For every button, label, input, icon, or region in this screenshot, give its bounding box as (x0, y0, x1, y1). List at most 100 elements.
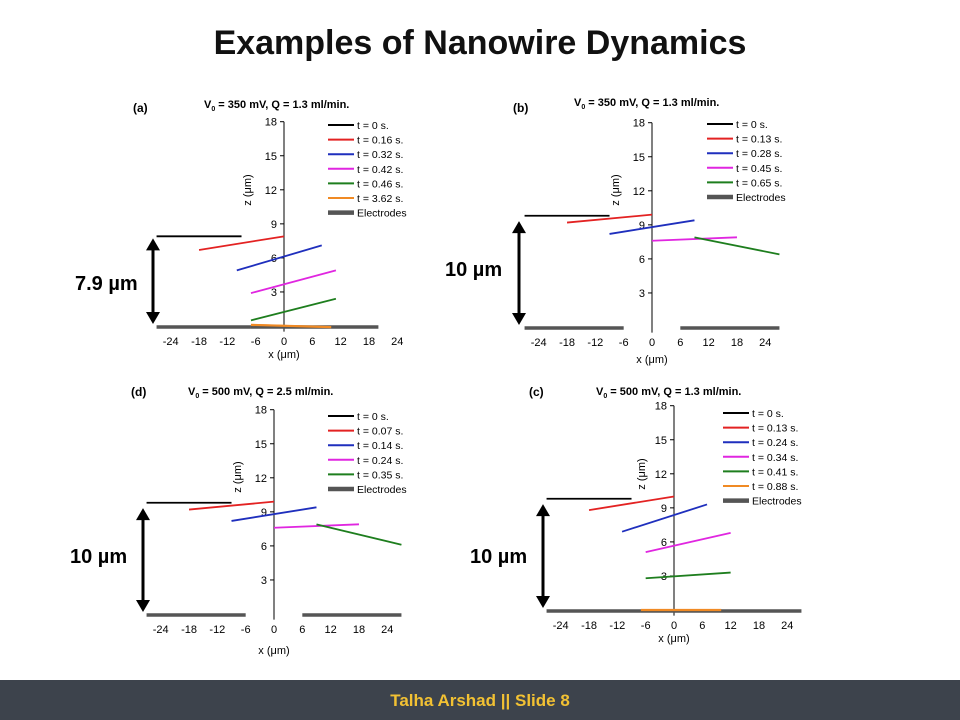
legend-label: t = 0.07 s. (357, 426, 403, 438)
x-tick-label: 0 (649, 337, 655, 349)
x-tick-label: 18 (753, 620, 765, 632)
series-line (609, 219, 695, 235)
legend-label: t = 0.46 s. (357, 178, 403, 190)
y-tick-label: 12 (655, 469, 667, 481)
distance-arrow-head-bottom (512, 313, 526, 325)
footer-text: Talha Arshad || Slide 8 (390, 691, 570, 710)
y-tick-label: 3 (271, 287, 277, 299)
series-line (250, 269, 337, 294)
y-tick-label: 6 (661, 537, 667, 549)
series-line-top (250, 323, 332, 329)
x-axis-label: x (μm) (636, 354, 667, 366)
y-axis-label: z (μm) (242, 174, 254, 205)
y-tick-label: 18 (265, 117, 277, 129)
chart-panel-d: (d) V0 = 500 mV, Q = 2.5 ml/min.369121518… (70, 385, 407, 657)
x-tick-label: -6 (251, 336, 261, 348)
slide-title: Examples of Nanowire Dynamics (213, 24, 747, 62)
title-rest: = 350 mV, Q = 1.3 ml/min. (215, 99, 349, 111)
legend-label: t = 0.24 s. (752, 437, 798, 449)
series-line (588, 495, 675, 512)
y-tick-label: 18 (255, 405, 267, 417)
footer-bar: Talha Arshad || Slide 8 (0, 680, 960, 720)
distance-arrow-head-top (136, 508, 150, 521)
distance-arrow-head-top (146, 238, 160, 251)
x-tick-label: 6 (677, 337, 683, 349)
legend-label: t = 0.28 s. (736, 148, 782, 160)
title-subscript: 0 (603, 393, 607, 400)
x-tick-label: -12 (219, 336, 235, 348)
x-tick-label: 6 (309, 336, 315, 348)
series-line (198, 235, 285, 251)
x-tick-label: -6 (641, 620, 651, 632)
y-axis-label: z (μm) (610, 174, 622, 205)
chart-panel-c: (c)V0 = 500 mV, Q = 1.3 ml/min.369121518… (470, 385, 802, 645)
series-line (231, 506, 317, 522)
distance-arrow-head-bottom (136, 600, 150, 612)
distance-arrow-head-bottom (146, 312, 160, 324)
x-tick-label: -24 (163, 336, 179, 348)
distance-label: 10 µm (445, 259, 502, 281)
panel-label: (c) (529, 385, 544, 399)
x-tick-label: 12 (325, 624, 337, 636)
series-line (645, 571, 731, 580)
legend-label: t = 0 s. (736, 119, 768, 131)
series-line (694, 236, 780, 256)
panel-label: (d) (131, 385, 146, 399)
distance-arrow-head-bottom (536, 596, 550, 608)
x-tick-label: 12 (703, 337, 715, 349)
legend-label: Electrodes (357, 484, 407, 496)
legend-label: t = 0 s. (357, 120, 389, 132)
x-axis-label: x (μm) (258, 645, 289, 657)
x-tick-label: 18 (353, 624, 365, 636)
panel-label: (a) (133, 101, 148, 115)
legend-label: t = 0.42 s. (357, 164, 403, 176)
x-tick-label: 24 (781, 620, 793, 632)
series-line (316, 523, 402, 546)
x-axis-label: x (μm) (268, 349, 299, 361)
x-tick-label: -6 (241, 624, 251, 636)
legend-label: Electrodes (736, 192, 786, 204)
x-tick-label: 0 (281, 336, 287, 348)
legend-label: t = 0.88 s. (752, 481, 798, 493)
y-tick-label: 9 (639, 220, 645, 232)
y-tick-label: 15 (265, 151, 277, 163)
legend-label: t = 0.13 s. (736, 134, 782, 146)
chart-title: V0 = 350 mV, Q = 1.3 ml/min. (574, 97, 719, 111)
legend-label: t = 0.41 s. (752, 466, 798, 478)
x-tick-label: 24 (759, 337, 771, 349)
legend-label: t = 0 s. (357, 411, 389, 423)
y-tick-label: 12 (633, 186, 645, 198)
x-tick-label: 18 (363, 336, 375, 348)
x-tick-label: -6 (619, 337, 629, 349)
distance-label: 10 µm (70, 546, 127, 568)
x-tick-label: -18 (581, 620, 597, 632)
title-v: V (596, 386, 604, 398)
x-tick-label: 12 (725, 620, 737, 632)
chart-title: V0 = 500 mV, Q = 1.3 ml/min. (596, 386, 741, 400)
x-tick-label: -18 (191, 336, 207, 348)
x-tick-label: -12 (587, 337, 603, 349)
x-axis-label: x (μm) (658, 633, 689, 645)
series-line (621, 503, 708, 533)
title-rest: = 350 mV, Q = 1.3 ml/min. (585, 97, 719, 109)
legend-label: t = 0.16 s. (357, 135, 403, 147)
legend-label: t = 0.13 s. (752, 423, 798, 435)
series-line (651, 236, 737, 242)
distance-arrow-head-top (512, 221, 526, 234)
x-tick-label: -24 (531, 337, 547, 349)
chart-panel-b: (b) V0 = 350 mV, Q = 1.3 ml/min.369121518… (445, 97, 786, 366)
x-tick-label: 12 (335, 336, 347, 348)
legend-label: t = 0.24 s. (357, 455, 403, 467)
y-tick-label: 18 (633, 118, 645, 130)
legend-label: Electrodes (357, 208, 407, 220)
title-v: V (574, 97, 582, 109)
chart-title: V0 = 350 mV, Q = 1.3 ml/min. (204, 99, 349, 113)
x-tick-label: -12 (209, 624, 225, 636)
y-tick-label: 12 (255, 473, 267, 485)
y-tick-label: 9 (661, 503, 667, 515)
title-subscript: 0 (211, 106, 215, 113)
legend-label: t = 3.62 s. (357, 193, 403, 205)
y-tick-label: 9 (271, 219, 277, 231)
y-tick-label: 3 (261, 575, 267, 587)
x-tick-label: 6 (299, 624, 305, 636)
